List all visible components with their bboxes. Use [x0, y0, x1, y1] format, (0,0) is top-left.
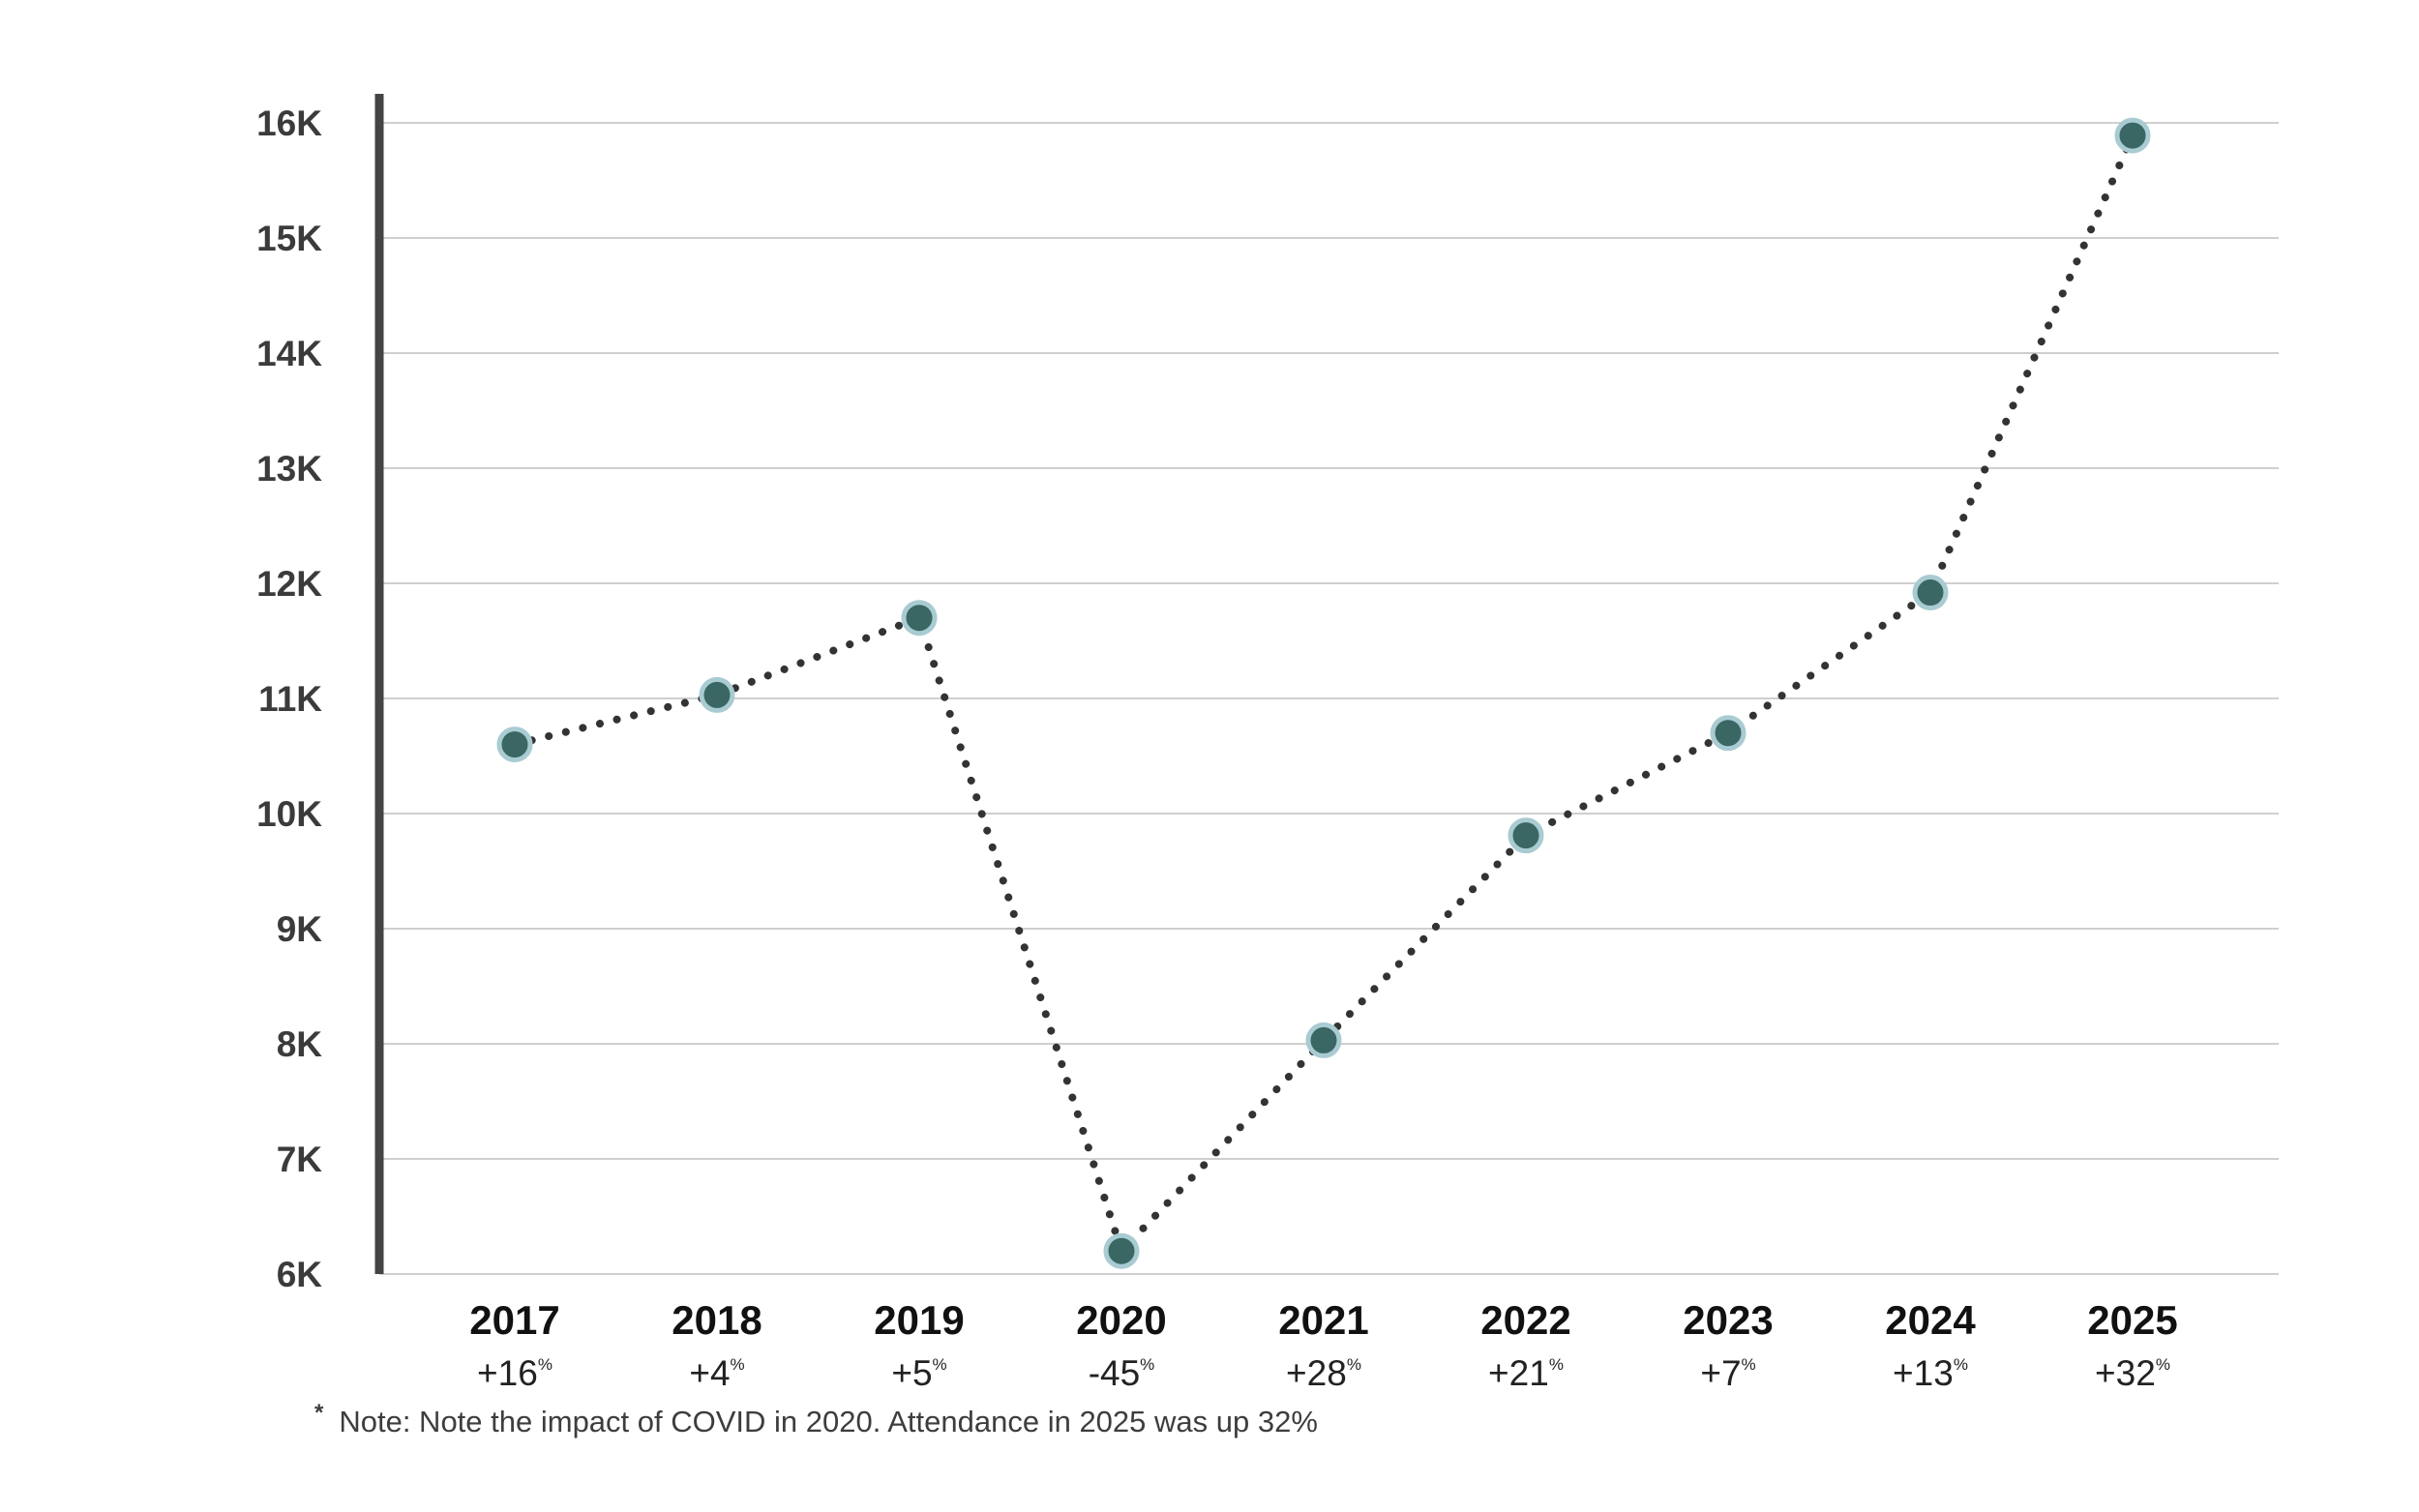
x-tick-label-change: +16%	[477, 1353, 552, 1393]
data-point-2022	[1508, 817, 1544, 854]
x-tick-label-year: 2017	[469, 1297, 559, 1343]
x-tick-label-change: +5%	[891, 1353, 946, 1393]
percent-superscript: %	[1549, 1355, 1564, 1374]
percent-superscript: %	[731, 1355, 745, 1374]
x-tick-label-year: 2022	[1480, 1297, 1570, 1343]
x-tick-label-year: 2021	[1278, 1297, 1368, 1343]
data-point-2019	[901, 600, 938, 637]
y-tick-label: 15K	[256, 219, 322, 258]
percent-superscript: %	[933, 1355, 947, 1374]
percent-superscript: %	[538, 1355, 552, 1374]
y-tick-label: 11K	[258, 679, 322, 719]
y-tick-label: 14K	[256, 334, 322, 373]
x-tick-label-year: 2019	[874, 1297, 964, 1343]
attendance-series-line	[511, 132, 2136, 1259]
x-tick-label-change: +13%	[1893, 1353, 1968, 1393]
footnote-marker: *	[314, 1400, 324, 1426]
data-point-2021	[1305, 1022, 1342, 1058]
data-point-2018	[699, 676, 735, 713]
x-tick-label-year: 2023	[1683, 1297, 1773, 1343]
x-tick-label-change: +7%	[1700, 1353, 1755, 1393]
data-point-markers	[496, 117, 2151, 1269]
percent-superscript: %	[1742, 1355, 1756, 1374]
percent-superscript: %	[1347, 1355, 1361, 1374]
x-tick-label-year: 2018	[672, 1297, 762, 1343]
footnote-text: Note: Note the impact of COVID in 2020. …	[339, 1405, 1318, 1438]
x-tick-label-year: 2024	[1885, 1297, 1976, 1343]
y-tick-label: 16K	[256, 104, 322, 143]
x-tick-label-year: 2020	[1076, 1297, 1166, 1343]
x-tick-label-year: 2025	[2087, 1297, 2177, 1343]
y-tick-label: 12K	[256, 564, 322, 604]
y-tick-label: 13K	[256, 449, 322, 489]
y-tick-label: 9K	[277, 909, 323, 949]
percent-superscript: %	[1954, 1355, 1968, 1374]
data-point-2023	[1710, 715, 1747, 752]
data-point-2020	[1103, 1232, 1140, 1269]
y-axis-tick-labels: 6K 7K 8K 9K 10K 11K 12K 13K 14K 15K 16K	[256, 104, 322, 1294]
y-tick-label: 7K	[277, 1140, 323, 1179]
y-tick-label: 6K	[277, 1255, 323, 1294]
x-tick-label-change: +28%	[1286, 1353, 1361, 1393]
footnote: * Note: Note the impact of COVID in 2020.…	[314, 1400, 1318, 1439]
x-tick-label-change: -45%	[1089, 1353, 1155, 1393]
y-tick-label: 8K	[277, 1024, 323, 1064]
grid-lines	[379, 122, 2279, 1275]
x-tick-label-change: +4%	[689, 1353, 744, 1393]
data-point-2024	[1912, 575, 1949, 611]
x-tick-label-change: +32%	[2095, 1353, 2170, 1393]
data-point-2025	[2114, 117, 2151, 154]
x-tick-label-change: +21%	[1488, 1353, 1564, 1393]
percent-superscript: %	[1140, 1355, 1154, 1374]
y-tick-label: 10K	[256, 794, 322, 834]
percent-superscript: %	[2156, 1355, 2170, 1374]
data-point-2017	[496, 726, 533, 763]
x-axis-tick-labels: 2017 +16% 2018 +4% 2019 +5% 2020 -45% 2021 +28% 20…	[469, 1297, 2177, 1393]
